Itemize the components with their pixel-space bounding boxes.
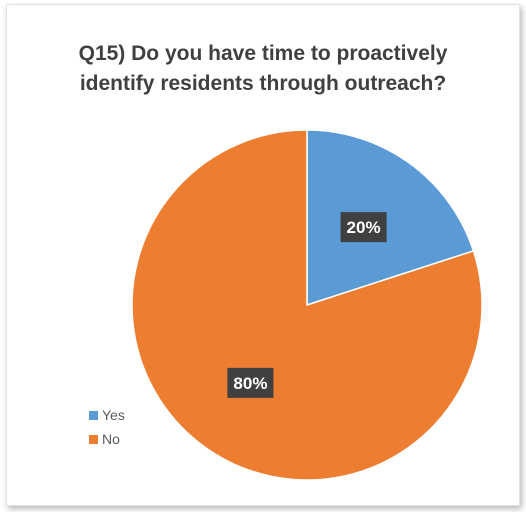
pie-slice-yes [306,129,475,307]
chart-title-line-2: identify residents through outreach? [79,72,447,95]
legend-label-yes: Yes [102,407,125,423]
legend-swatch-no [89,434,98,444]
data-label-yes: 20% [340,212,387,243]
data-label-text: 20% [347,218,381,237]
data-label-box [340,212,387,243]
data-label-no: 80% [227,367,274,398]
chart-frame: Q15) Do you have time to proactively ide… [6,4,520,506]
legend-item-yes: Yes [89,405,125,425]
legend-swatch-yes [89,410,98,420]
chart-title: Q15) Do you have time to proactively ide… [7,39,519,99]
pie-data-labels: 20% 80% [227,212,387,398]
legend-label-no: No [102,431,120,447]
data-label-text: 80% [233,374,267,393]
pie-chart: 20% 80% [131,129,483,481]
pie-slice-no [131,129,483,481]
pie-slices [131,129,483,481]
chart-legend: Yes No [89,405,125,453]
legend-item-no: No [89,429,125,449]
data-label-box [227,367,274,398]
chart-title-line-1: Q15) Do you have time to proactively [78,42,448,65]
